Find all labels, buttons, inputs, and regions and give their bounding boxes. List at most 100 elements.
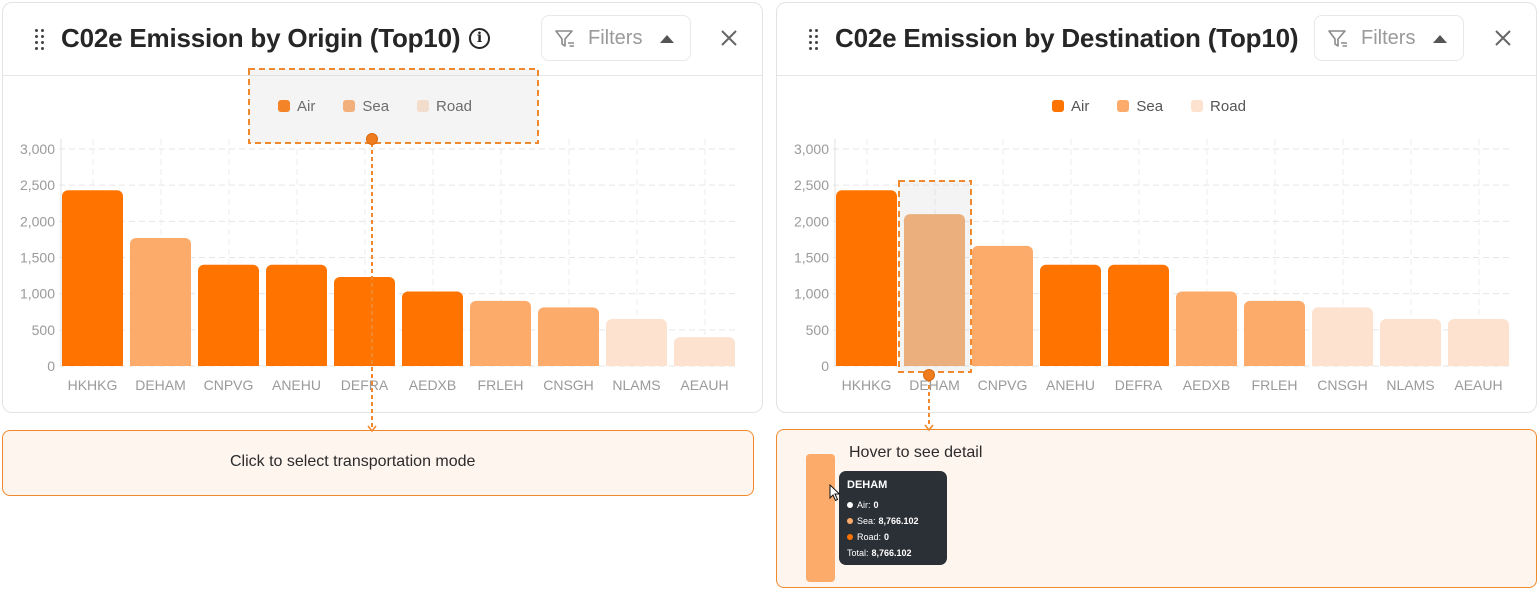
x-tick-label: CNPVG xyxy=(204,377,254,393)
legend-swatch-air xyxy=(1052,100,1064,112)
y-tick-label: 2,500 xyxy=(20,177,55,193)
x-tick-label: AEAUH xyxy=(1454,377,1502,393)
bar-cnsgh[interactable] xyxy=(538,307,599,366)
drag-handle-icon[interactable] xyxy=(807,29,821,51)
close-icon[interactable] xyxy=(719,28,739,48)
x-tick-label: FRLEH xyxy=(1252,377,1298,393)
mouse-cursor-icon xyxy=(829,484,841,502)
x-tick-label: HKHKG xyxy=(68,377,118,393)
tooltip-value: 8,766.102 xyxy=(871,548,912,558)
filters-button[interactable]: Filters xyxy=(541,15,691,61)
origin-chart-card: C02e Emission by Origin (Top10) i Filter… xyxy=(2,2,763,413)
legend-swatch-sea xyxy=(343,100,356,112)
y-tick-label: 1,000 xyxy=(20,286,55,302)
legend-swatch-sea xyxy=(1117,100,1130,112)
tooltip-label: Total: xyxy=(847,548,869,558)
destination-chart-card: C02e Emission by Destination (Top10) Fil… xyxy=(776,2,1537,413)
legend-swatch-road xyxy=(1191,100,1204,112)
legend-item-road[interactable]: Road xyxy=(1191,98,1246,115)
bar-nlams[interactable] xyxy=(606,318,667,366)
y-tick-label: 2,500 xyxy=(794,177,829,193)
bar-deham[interactable] xyxy=(130,237,191,366)
bar-base xyxy=(334,360,395,366)
caret-up-icon xyxy=(1433,35,1447,43)
info-icon[interactable]: i xyxy=(469,28,490,49)
legend-swatch-air xyxy=(278,100,290,112)
x-tick-label: NLAMS xyxy=(1386,377,1434,393)
bar-base xyxy=(1448,360,1509,366)
bar-base xyxy=(674,360,735,366)
tooltip-value: 8,766.102 xyxy=(878,516,919,526)
tooltip-label: Air: xyxy=(857,500,871,510)
origin-legend: Air Sea Road xyxy=(278,94,500,118)
bar-hkhkg[interactable] xyxy=(836,190,897,366)
legend-item-air[interactable]: Air xyxy=(278,98,315,115)
bar-aedxb[interactable] xyxy=(1176,291,1237,366)
filter-icon xyxy=(1328,30,1347,47)
close-icon[interactable] xyxy=(1493,28,1513,48)
bar-aedxb[interactable] xyxy=(402,291,463,366)
bar-defra[interactable] xyxy=(334,277,395,366)
y-tick-label: 3,000 xyxy=(794,141,829,157)
tooltip-label: Sea: xyxy=(857,516,876,526)
tooltip-value: 0 xyxy=(873,500,879,510)
tooltip-title: DEHAM xyxy=(847,479,888,491)
select-mode-annotation: Click to select transportation mode xyxy=(2,430,754,496)
bar-base xyxy=(62,360,123,366)
bar-hkhkg[interactable] xyxy=(62,190,123,366)
card-title: C02e Emission by Origin (Top10) xyxy=(61,23,461,53)
bar-cnsgh[interactable] xyxy=(1312,307,1373,366)
sample-bar-deham[interactable] xyxy=(806,454,835,582)
legend-label: Air xyxy=(297,97,316,115)
x-tick-label: NLAMS xyxy=(612,377,660,393)
legend-item-air[interactable]: Air xyxy=(1052,98,1089,115)
bar-nlams[interactable] xyxy=(1380,318,1441,366)
bar-base xyxy=(470,360,531,366)
y-tick-label: 1,500 xyxy=(20,250,55,266)
card-title: C02e Emission by Destination (Top10) xyxy=(835,23,1299,53)
bar-anehu[interactable] xyxy=(1040,264,1101,366)
filter-icon xyxy=(555,30,574,47)
dot-icon xyxy=(847,534,853,540)
legend-item-road[interactable]: Road xyxy=(417,98,472,115)
x-tick-label: ANEHU xyxy=(272,377,321,393)
x-tick-label: AEAUH xyxy=(680,377,728,393)
y-tick-label: 500 xyxy=(32,322,56,338)
bar-base xyxy=(130,360,191,366)
destination-legend: Air Sea Road xyxy=(1052,94,1274,118)
drag-handle-icon[interactable] xyxy=(33,29,47,51)
bar-defra[interactable] xyxy=(1108,264,1169,366)
filters-button[interactable]: Filters xyxy=(1314,15,1464,61)
y-tick-label: 3,000 xyxy=(20,141,55,157)
legend-item-sea[interactable]: Sea xyxy=(343,98,389,115)
card-header: C02e Emission by Destination (Top10) Fil… xyxy=(777,3,1536,76)
bar-base xyxy=(1040,360,1101,366)
bar-cnpvg[interactable] xyxy=(972,245,1033,366)
tooltip-row-air: Air: 0 xyxy=(847,497,947,513)
bar-frleh[interactable] xyxy=(470,300,531,366)
x-tick-label: AEDXB xyxy=(409,377,456,393)
bar-deham[interactable] xyxy=(904,214,965,366)
y-tick-label: 1,000 xyxy=(794,286,829,302)
x-tick-label: DEHAM xyxy=(909,377,960,393)
legend-item-sea[interactable]: Sea xyxy=(1117,98,1163,115)
bar-anehu[interactable] xyxy=(266,264,327,366)
hover-detail-annotation: Hover to see detail DEHAM Air: 0 Sea: 8,76… xyxy=(776,429,1537,588)
filters-label: Filters xyxy=(1361,27,1416,49)
bar-frleh[interactable] xyxy=(1244,300,1305,366)
x-tick-label: HKHKG xyxy=(842,377,892,393)
x-tick-label: AEDXB xyxy=(1183,377,1230,393)
bar-aeauh[interactable] xyxy=(674,337,735,366)
filters-label: Filters xyxy=(588,27,643,49)
x-tick-label: CNSGH xyxy=(543,377,594,393)
x-tick-label: CNSGH xyxy=(1317,377,1368,393)
bar-cnpvg[interactable] xyxy=(198,264,259,366)
dot-icon xyxy=(847,518,853,524)
bar-aeauh[interactable] xyxy=(1448,318,1509,366)
bar-base xyxy=(1312,360,1373,366)
bar-base xyxy=(402,360,463,366)
tooltip-row-sea: Sea: 8,766.102 xyxy=(847,513,947,529)
tooltip-row-total: Total: 8,766.102 xyxy=(847,545,947,561)
bar-base xyxy=(1176,360,1237,366)
destination-bar-chart: 0 500 1,000 1,500 2,000 2,500 3,000 HKHKG DEHAM C… xyxy=(794,139,1513,393)
